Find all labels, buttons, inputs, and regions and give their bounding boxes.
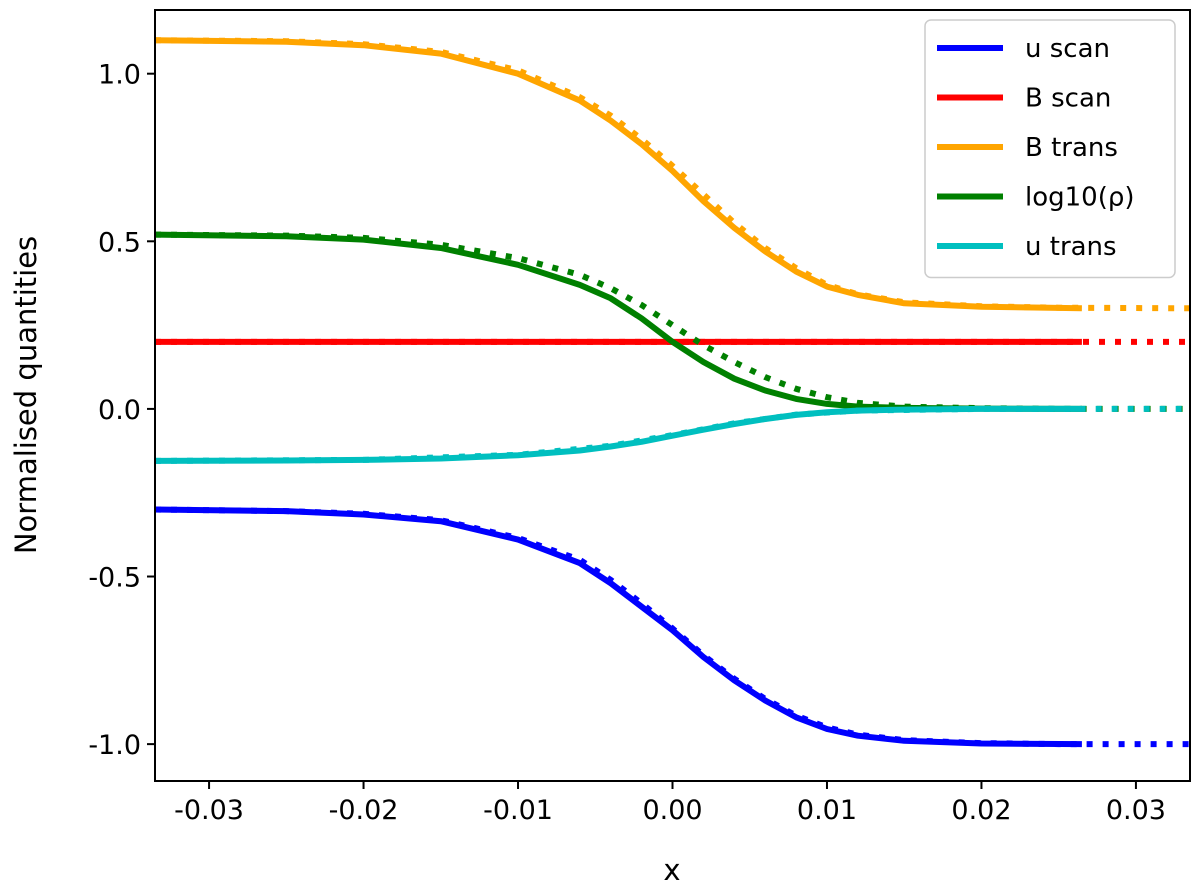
y-tick-label: -1.0 xyxy=(88,730,141,761)
legend-label: u trans xyxy=(1025,232,1117,262)
x-tick-label: -0.03 xyxy=(174,795,244,826)
y-axis-label: Normalised quantities xyxy=(9,236,43,554)
y-tick-label: -0.5 xyxy=(88,563,141,594)
legend-box xyxy=(924,19,1176,279)
x-tick-label: 0.01 xyxy=(797,795,857,826)
y-tick-label: 0.5 xyxy=(98,227,141,258)
x-tick-label: -0.01 xyxy=(483,795,553,826)
legend: u scan B scan B trans log10(ρ) u trans xyxy=(924,19,1176,279)
x-tick-label: -0.02 xyxy=(329,795,399,826)
x-tick-label: 0.03 xyxy=(1106,795,1166,826)
tick-layer: -0.03 -0.02 -0.01 0.00 0.01 0.02 0.03 -1.0 -0.5 0… xyxy=(88,60,1166,826)
series-solid-u-scan xyxy=(154,506,1082,748)
series-layer xyxy=(154,37,1191,748)
legend-label: log10(ρ) xyxy=(1025,183,1135,213)
series-solid-u-trans xyxy=(154,405,1082,464)
y-tick-label: 1.0 xyxy=(98,60,141,91)
legend-label: u scan xyxy=(1025,34,1110,64)
series-solid-log10 xyxy=(154,231,1082,412)
x-tick-label: 0.02 xyxy=(951,795,1011,826)
legend-label: B trans xyxy=(1025,133,1118,163)
y-tick-label: 0.0 xyxy=(98,395,141,426)
x-tick-label: 0.00 xyxy=(642,795,702,826)
series-solid-b-trans xyxy=(154,37,1082,312)
x-axis-label: x xyxy=(663,853,680,887)
legend-label: B scan xyxy=(1025,84,1111,114)
